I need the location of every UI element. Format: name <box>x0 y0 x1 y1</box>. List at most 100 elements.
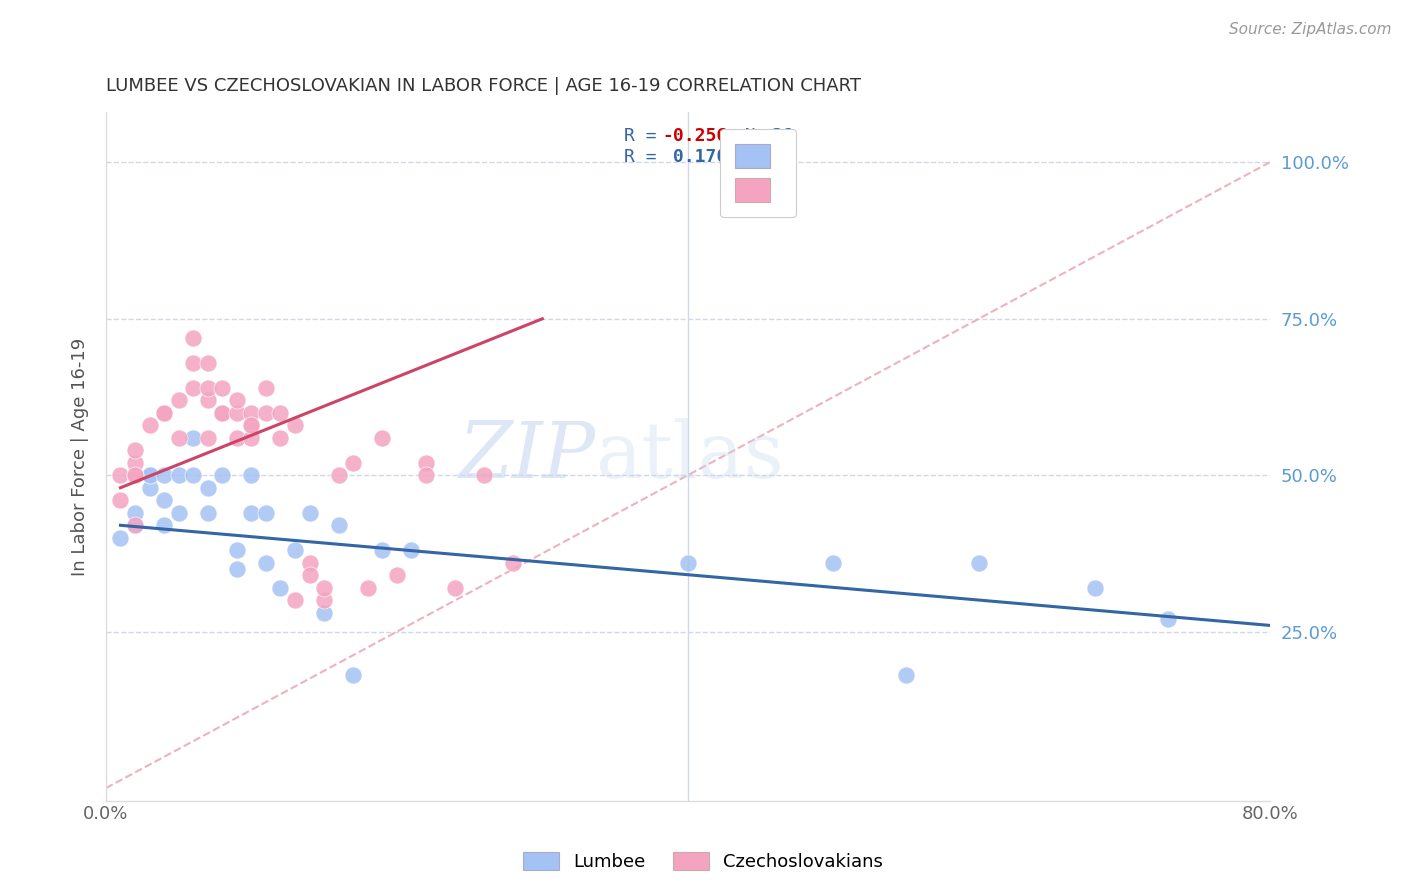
Point <box>211 406 233 420</box>
Point <box>240 418 263 433</box>
Legend: , : , <box>720 128 796 217</box>
Point <box>298 506 321 520</box>
Point <box>181 468 204 483</box>
Point <box>254 406 277 420</box>
Text: R =: R = <box>624 128 668 145</box>
Point <box>269 431 291 445</box>
Point <box>240 406 263 420</box>
Point <box>124 468 146 483</box>
Point <box>124 443 146 458</box>
Point <box>254 381 277 395</box>
Y-axis label: In Labor Force | Age 16-19: In Labor Force | Age 16-19 <box>72 337 89 575</box>
Point <box>401 543 423 558</box>
Point <box>124 456 146 470</box>
Point <box>823 556 845 570</box>
Point <box>385 568 408 582</box>
Point <box>225 393 247 408</box>
Point <box>444 581 467 595</box>
Point <box>328 468 350 483</box>
Legend: Lumbee, Czechoslovakians: Lumbee, Czechoslovakians <box>516 845 890 879</box>
Point <box>225 406 247 420</box>
Point <box>240 418 263 433</box>
Point <box>967 556 990 570</box>
Point <box>153 468 176 483</box>
Point <box>167 506 190 520</box>
Point <box>167 393 190 408</box>
Text: atlas: atlas <box>595 418 783 494</box>
Point <box>371 543 394 558</box>
Point <box>240 468 263 483</box>
Point <box>298 568 321 582</box>
Point <box>357 581 380 595</box>
Point <box>314 593 336 607</box>
Point <box>138 468 160 483</box>
Point <box>254 556 277 570</box>
Point <box>124 468 146 483</box>
Point <box>284 418 307 433</box>
Point <box>181 355 204 369</box>
Text: LUMBEE VS CZECHOSLOVAKIAN IN LABOR FORCE | AGE 16-19 CORRELATION CHART: LUMBEE VS CZECHOSLOVAKIAN IN LABOR FORCE… <box>105 78 860 95</box>
Point <box>211 381 233 395</box>
Text: R =: R = <box>624 148 668 166</box>
Point <box>269 581 291 595</box>
Point <box>153 493 176 508</box>
Point <box>167 431 190 445</box>
Text: N =: N = <box>723 148 787 166</box>
Point <box>284 593 307 607</box>
Point <box>167 468 190 483</box>
Point <box>894 668 917 682</box>
Point <box>211 406 233 420</box>
Point <box>269 406 291 420</box>
Point <box>110 493 132 508</box>
Point <box>181 330 204 344</box>
Point <box>502 556 524 570</box>
Point <box>676 556 699 570</box>
Point <box>124 518 146 533</box>
Text: ZIP: ZIP <box>457 418 595 494</box>
Text: 36: 36 <box>772 128 793 145</box>
Point <box>197 506 219 520</box>
Point <box>225 543 247 558</box>
Point <box>138 481 160 495</box>
Point <box>415 468 437 483</box>
Point <box>181 431 204 445</box>
Point <box>110 468 132 483</box>
Point <box>124 518 146 533</box>
Point <box>415 456 437 470</box>
Point <box>314 606 336 620</box>
Point <box>153 406 176 420</box>
Point <box>472 468 495 483</box>
Point <box>197 431 219 445</box>
Point <box>138 418 160 433</box>
Point <box>110 531 132 545</box>
Point <box>240 506 263 520</box>
Point <box>153 518 176 533</box>
Point <box>197 393 219 408</box>
Text: 49: 49 <box>772 148 793 166</box>
Point <box>328 518 350 533</box>
Point <box>225 431 247 445</box>
Point <box>1157 612 1180 626</box>
Point <box>211 468 233 483</box>
Point <box>240 431 263 445</box>
Point <box>298 556 321 570</box>
Point <box>314 581 336 595</box>
Point <box>1084 581 1107 595</box>
Point <box>181 381 204 395</box>
Text: 0.170: 0.170 <box>662 148 727 166</box>
Point <box>197 355 219 369</box>
Point <box>225 562 247 576</box>
Point <box>342 456 364 470</box>
Point <box>197 481 219 495</box>
Point <box>371 431 394 445</box>
Text: Source: ZipAtlas.com: Source: ZipAtlas.com <box>1229 22 1392 37</box>
Point <box>153 406 176 420</box>
Point <box>254 506 277 520</box>
Point <box>124 506 146 520</box>
Point <box>284 543 307 558</box>
Point <box>197 381 219 395</box>
Text: -0.256: -0.256 <box>662 128 727 145</box>
Point <box>138 468 160 483</box>
Point <box>342 668 364 682</box>
Text: N =: N = <box>723 128 787 145</box>
